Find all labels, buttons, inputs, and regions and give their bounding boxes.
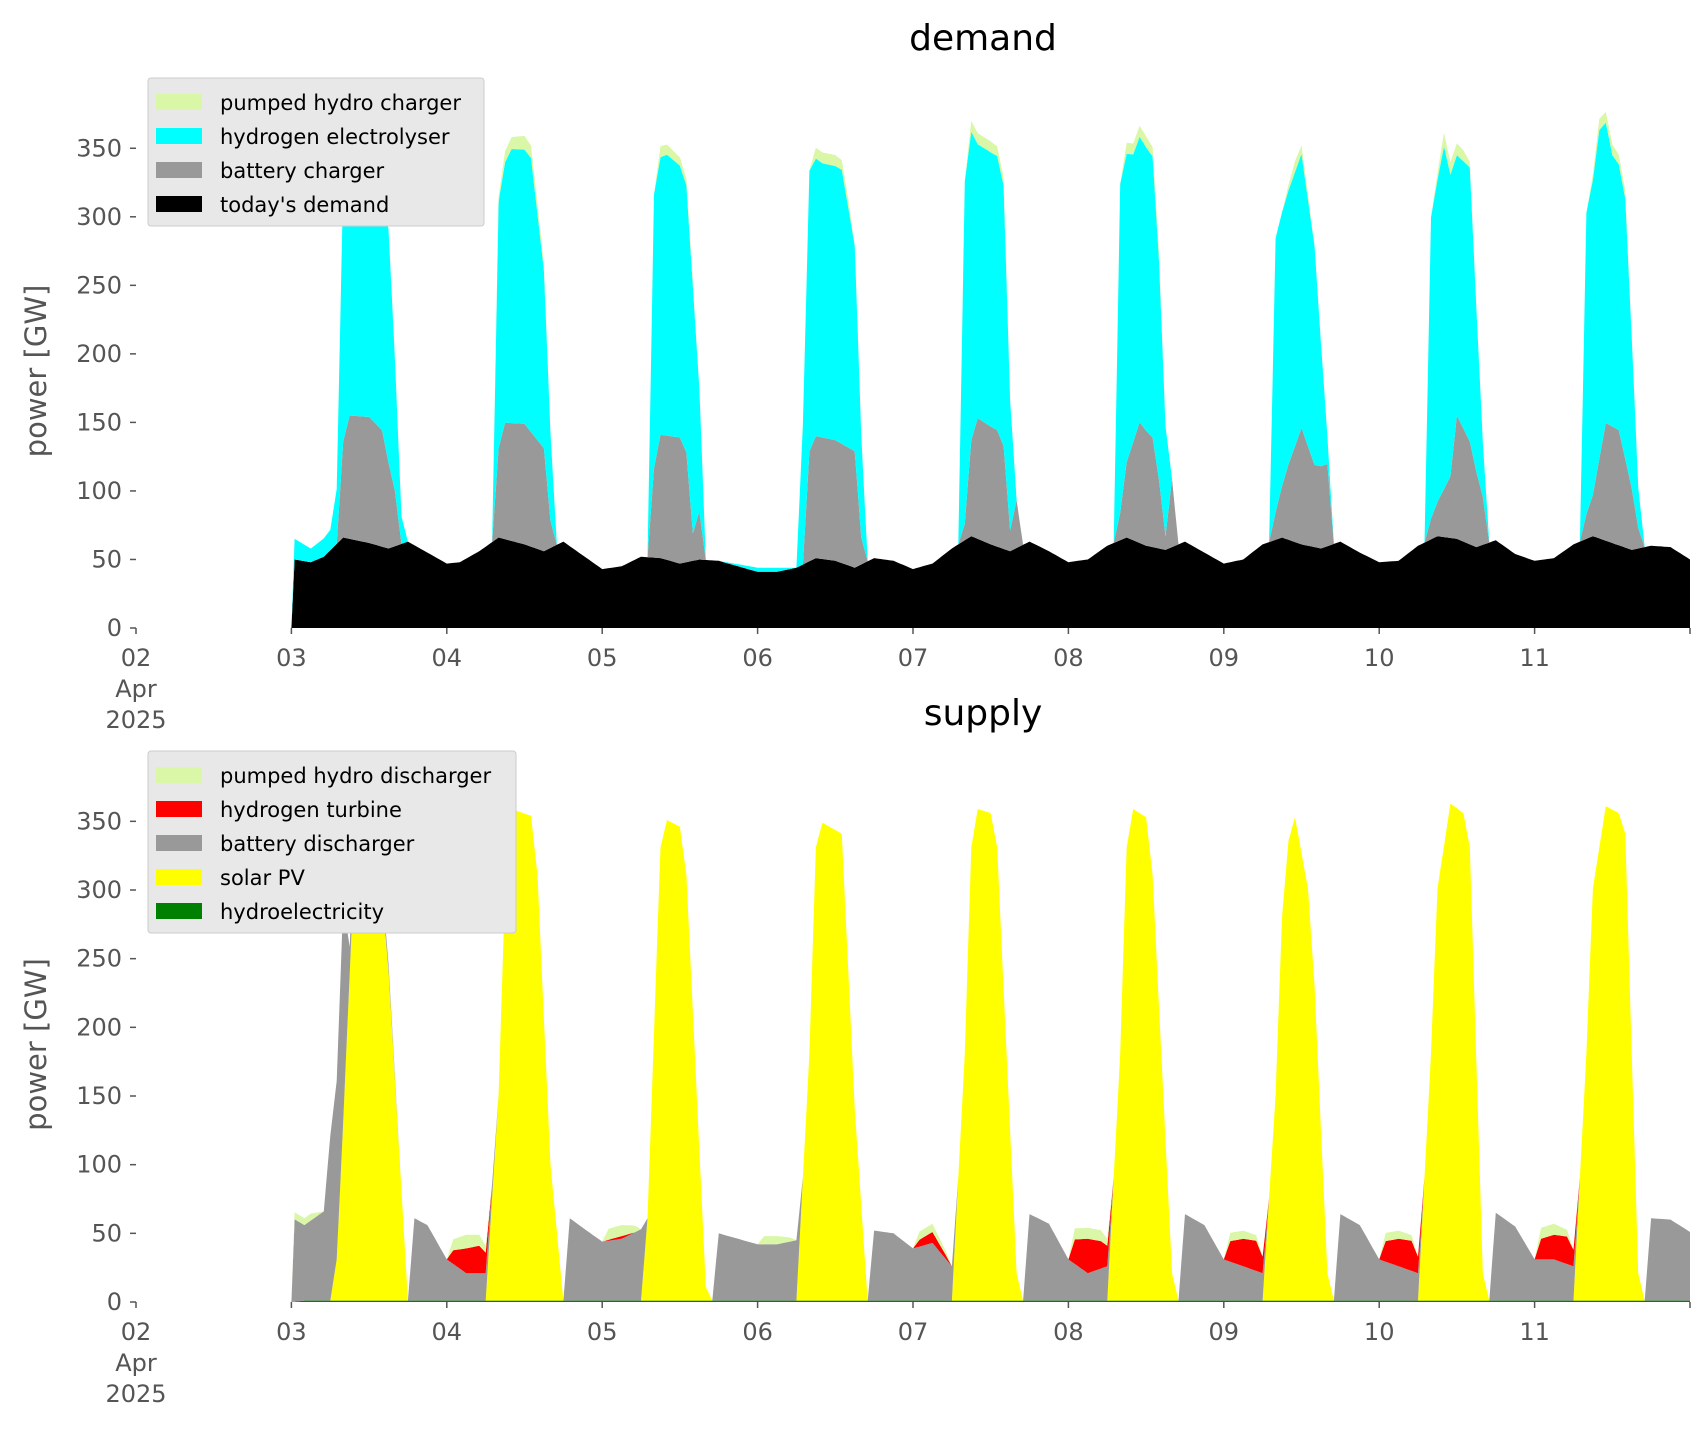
legend-swatch-hydrogen-electrolyser bbox=[156, 128, 202, 144]
y-tick-label: 150 bbox=[76, 1082, 122, 1110]
area-hydrogen-electrolyser bbox=[291, 122, 1690, 628]
legend-swatch-pumped-hydro-discharger bbox=[156, 767, 202, 783]
x-tick-label: 08 bbox=[1053, 644, 1084, 672]
x-tick-label: 03 bbox=[276, 1318, 307, 1346]
area-today-s-demand bbox=[291, 536, 1690, 628]
legend-swatch-pumped-hydro-charger bbox=[156, 94, 202, 110]
y-tick-label: 350 bbox=[76, 807, 122, 835]
y-tick-label: 0 bbox=[107, 614, 122, 642]
legend-box bbox=[147, 77, 485, 227]
legend-swatch-hydrogen-turbine bbox=[156, 801, 202, 817]
x-tick-label: 05 bbox=[587, 1318, 618, 1346]
y-tick-label: 200 bbox=[76, 340, 122, 368]
x-tick-label: 11 bbox=[1519, 1318, 1550, 1346]
legend-label-hydroelectricity: hydroelectricity bbox=[220, 900, 384, 924]
y-tick-label: 250 bbox=[76, 271, 122, 299]
area-hydrogen-turbine bbox=[291, 786, 1690, 1302]
x-tick-label: 09 bbox=[1209, 1318, 1240, 1346]
legend-swatch-today-s-demand bbox=[156, 196, 202, 212]
x-tick-label: 10 bbox=[1364, 644, 1395, 672]
x-tick-label-first: 02 bbox=[121, 1318, 152, 1346]
legend-swatch-battery-charger bbox=[156, 162, 202, 178]
x-tick-label: 07 bbox=[898, 644, 929, 672]
legend-swatch-battery-discharger bbox=[156, 835, 202, 851]
legend-label-solar-pv: solar PV bbox=[220, 866, 305, 890]
x-tick-label: 05 bbox=[587, 644, 618, 672]
y-tick-label: 200 bbox=[76, 1013, 122, 1041]
x-tick-label-first: 2025 bbox=[105, 1380, 166, 1408]
x-tick-label: 07 bbox=[898, 1318, 929, 1346]
y-tick-label: 50 bbox=[91, 545, 122, 573]
x-tick-label: 03 bbox=[276, 644, 307, 672]
y-axis-label: power [GW] bbox=[19, 285, 53, 458]
x-tick-label-first: Apr bbox=[115, 675, 157, 703]
x-tick-label-first: 2025 bbox=[105, 706, 166, 734]
chart-title: demand bbox=[909, 18, 1057, 59]
legend-swatch-hydroelectricity bbox=[156, 903, 202, 919]
legend-label-pumped-hydro-discharger: pumped hydro discharger bbox=[220, 764, 491, 788]
y-tick-label: 350 bbox=[76, 134, 122, 162]
legend-label-hydrogen-turbine: hydrogen turbine bbox=[220, 798, 402, 822]
legend-label-battery-discharger: battery discharger bbox=[220, 832, 415, 856]
y-tick-label: 300 bbox=[76, 203, 122, 231]
y-tick-label: 250 bbox=[76, 945, 122, 973]
x-tick-label-first: Apr bbox=[115, 1349, 157, 1377]
y-tick-label: 150 bbox=[76, 408, 122, 436]
legend-label-today-s-demand: today's demand bbox=[220, 193, 389, 217]
y-axis-label: power [GW] bbox=[19, 958, 53, 1131]
y-tick-label: 50 bbox=[91, 1219, 122, 1247]
y-tick-label: 100 bbox=[76, 1151, 122, 1179]
x-tick-label: 04 bbox=[432, 644, 463, 672]
x-tick-label-first: 02 bbox=[121, 644, 152, 672]
legend-label-hydrogen-electrolyser: hydrogen electrolyser bbox=[220, 125, 450, 149]
x-tick-label: 09 bbox=[1209, 644, 1240, 672]
area-battery-discharger bbox=[291, 786, 1690, 1302]
x-tick-label: 11 bbox=[1519, 644, 1550, 672]
x-tick-label: 04 bbox=[432, 1318, 463, 1346]
y-tick-label: 300 bbox=[76, 876, 122, 904]
x-tick-label: 08 bbox=[1053, 1318, 1084, 1346]
y-tick-label: 0 bbox=[107, 1288, 122, 1316]
area-hydroelectricity bbox=[291, 1300, 1690, 1302]
area-solar-pv bbox=[291, 803, 1690, 1302]
legend-swatch-solar-pv bbox=[156, 869, 202, 885]
chart-title: supply bbox=[924, 693, 1043, 734]
x-tick-label: 10 bbox=[1364, 1318, 1395, 1346]
y-tick-label: 100 bbox=[76, 477, 122, 505]
x-tick-label: 06 bbox=[742, 644, 773, 672]
x-tick-label: 06 bbox=[742, 1318, 773, 1346]
legend-label-battery-charger: battery charger bbox=[220, 159, 385, 183]
legend-box bbox=[147, 750, 517, 934]
area-battery-charger bbox=[291, 415, 1690, 628]
legend-label-pumped-hydro-charger: pumped hydro charger bbox=[220, 91, 461, 115]
